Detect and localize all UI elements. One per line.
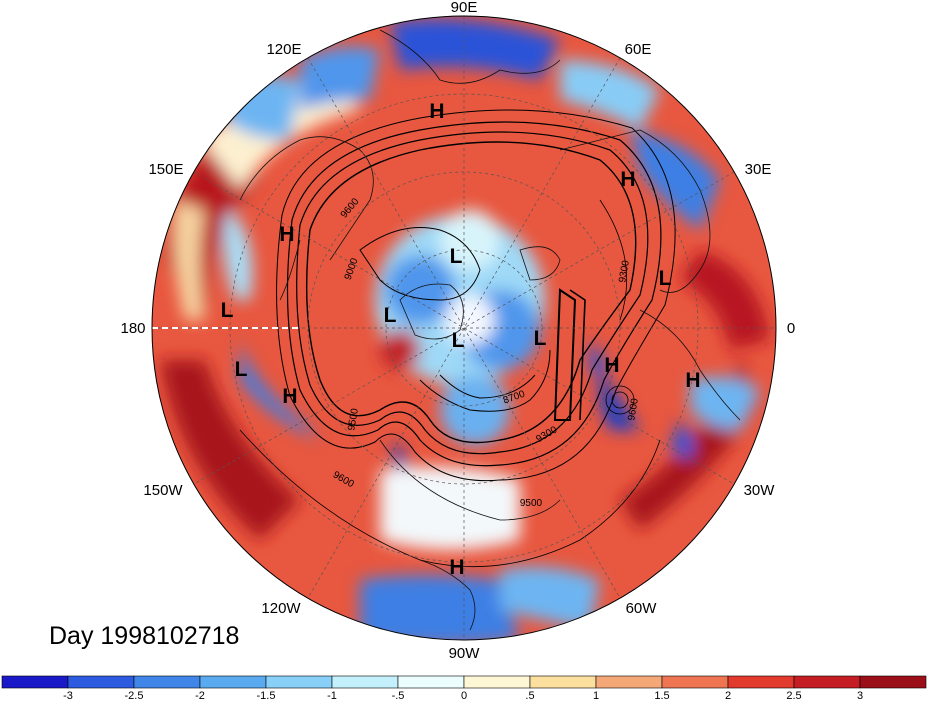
lon-label-30e: 30E — [745, 161, 772, 178]
lon-label-150e: 150E — [148, 161, 183, 178]
colorbar-tick-label: -1.5 — [257, 690, 276, 702]
colorbar-tick-label: -.5 — [392, 690, 405, 702]
low-pressure-center: L — [384, 304, 397, 327]
colorbar-swatch — [265, 675, 333, 689]
colorbar-tick-label: .5 — [525, 690, 534, 702]
colorbar-swatch — [397, 675, 465, 689]
lon-label-90w: 90W — [449, 645, 481, 662]
lon-label-180: 180 — [120, 320, 145, 337]
lon-label-30w: 30W — [744, 482, 776, 499]
colorbar-tick-label: -2.5 — [125, 690, 144, 702]
high-pressure-center: H — [620, 168, 635, 191]
contour-label: 9500 — [520, 498, 543, 509]
high-pressure-center: H — [449, 556, 464, 579]
day-label: Day 1998102718 — [49, 622, 239, 650]
high-pressure-center: H — [429, 100, 444, 123]
colorbar-tick-label: -2 — [195, 690, 205, 702]
colorbar-swatch — [331, 675, 399, 689]
lon-label-150w: 150W — [143, 482, 183, 499]
colorbar-swatch — [529, 675, 597, 689]
contour-label: 9500 — [346, 407, 361, 431]
lon-label-120e: 120E — [266, 41, 301, 58]
colorbar-swatch — [793, 675, 861, 689]
contour-label: 9600 — [626, 397, 641, 421]
contour-label: 9300 — [617, 259, 632, 283]
colorbar-swatch — [67, 675, 135, 689]
colorbar-swatch — [199, 675, 267, 689]
colorbar-swatch — [661, 675, 729, 689]
low-pressure-center: L — [221, 299, 234, 322]
low-pressure-center: L — [534, 327, 547, 350]
low-pressure-center: L — [235, 358, 248, 381]
lon-label-60e: 60E — [625, 41, 652, 58]
low-pressure-center: L — [450, 245, 463, 268]
colorbar-tick-label: 2 — [725, 690, 731, 702]
colorbar: -3 -2.5 -2 -1.5 -1 -.5 0 .5 1 1.5 2 2.5 3 — [1, 675, 927, 702]
high-pressure-center: H — [604, 354, 619, 377]
low-pressure-center: L — [452, 329, 465, 352]
lon-label-120w: 120W — [261, 600, 301, 617]
colorbar-tick-label: -3 — [63, 690, 73, 702]
coastlines — [239, 29, 741, 631]
high-pressure-center: H — [279, 223, 294, 246]
colorbar-tick-label: 0 — [461, 690, 467, 702]
colorbar-tick-label: -1 — [327, 690, 337, 702]
lon-label-0: 0 — [787, 320, 795, 337]
colorbar-swatch — [1, 675, 69, 689]
high-pressure-center: H — [685, 369, 700, 392]
colorbar-swatch — [133, 675, 201, 689]
colorbar-tick-label: 2.5 — [786, 690, 801, 702]
height-contours — [239, 109, 676, 568]
colorbar-tick-label: 3 — [857, 690, 863, 702]
lon-label-60w: 60W — [626, 600, 658, 617]
colorbar-tick-label: 1.5 — [654, 690, 669, 702]
colorbar-swatch — [463, 675, 531, 689]
colorbar-tick-label: 1 — [593, 690, 599, 702]
lon-label-90e: 90E — [451, 0, 478, 16]
map-boundary — [151, 15, 777, 641]
colorbar-swatch — [859, 675, 927, 689]
colorbar-swatch — [727, 675, 795, 689]
high-pressure-center: H — [282, 385, 297, 408]
low-pressure-center: L — [659, 267, 672, 290]
colorbar-swatch — [595, 675, 663, 689]
